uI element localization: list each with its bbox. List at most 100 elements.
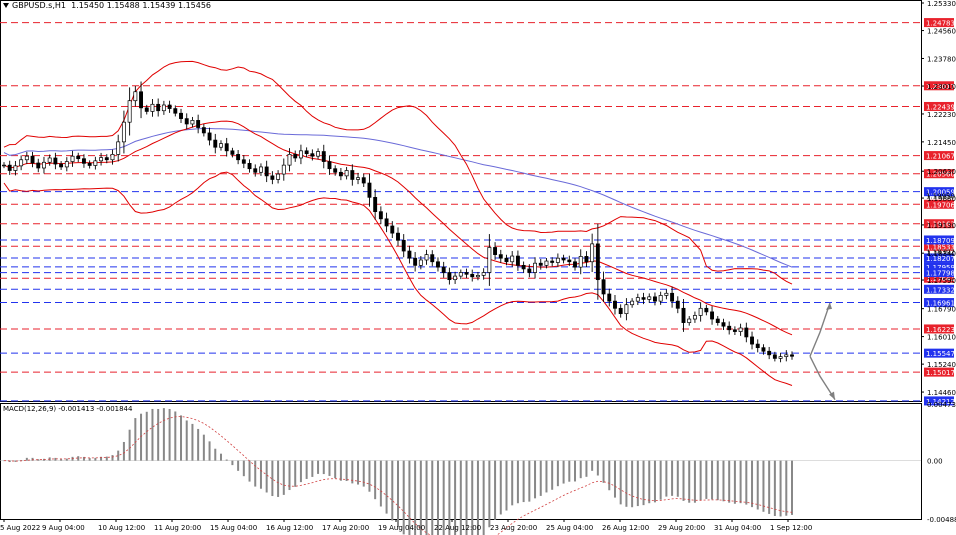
blue-level-4-label: 1.17798 xyxy=(926,270,955,278)
macd-bar xyxy=(682,460,685,501)
macd-bar xyxy=(733,460,736,504)
candle-body xyxy=(715,318,720,323)
candle-body xyxy=(721,322,726,327)
candle-body xyxy=(19,159,24,167)
candle-body xyxy=(333,168,338,173)
candle-body xyxy=(316,151,321,157)
candle-body xyxy=(87,162,92,166)
candle-body xyxy=(350,170,355,180)
blue-level-4-tag xyxy=(924,268,954,278)
candle-body xyxy=(498,254,503,259)
candle-body xyxy=(447,272,452,281)
macd-bar xyxy=(739,460,742,504)
macd-bar xyxy=(31,457,34,461)
macd-bar xyxy=(613,460,616,498)
y-tick-12: 1.16010 xyxy=(927,334,956,342)
macd-bar xyxy=(391,460,394,521)
macd-bar xyxy=(191,423,194,461)
macd-bar xyxy=(779,460,782,517)
candle-body xyxy=(470,273,475,278)
blue-level-0-tag xyxy=(924,187,954,197)
red-level-6-label: 1.19163 xyxy=(926,221,955,229)
candle-body xyxy=(738,327,743,332)
candle-body xyxy=(613,300,617,309)
macd-bar xyxy=(397,460,399,528)
candle-body xyxy=(338,171,343,177)
macd-bar xyxy=(579,460,582,479)
red-level-7-tag xyxy=(924,241,954,251)
macd-bar xyxy=(54,457,57,461)
macd-bar xyxy=(94,457,97,461)
candle-body xyxy=(430,254,435,263)
macd-bar xyxy=(88,458,91,461)
macd-bar xyxy=(317,460,320,474)
macd-bar xyxy=(585,460,588,477)
candle-body xyxy=(259,166,263,173)
red-level-3-tag xyxy=(924,151,954,161)
macd-bar xyxy=(488,460,491,528)
macd-bar xyxy=(482,460,485,535)
candle-body xyxy=(504,257,509,263)
candle-body xyxy=(687,318,692,323)
macd-bar xyxy=(174,411,177,461)
macd-bar xyxy=(168,408,171,461)
macd-bar xyxy=(105,456,108,461)
candle-body xyxy=(778,356,783,359)
candle-body xyxy=(287,154,292,166)
candle-body xyxy=(647,296,652,300)
candle-body xyxy=(790,354,794,357)
x-tick-11: 26 Aug 12:00 xyxy=(602,524,649,532)
candle-body xyxy=(424,254,429,261)
candle-body xyxy=(144,107,149,112)
macd-bar xyxy=(339,460,342,481)
red-level-1-tag xyxy=(924,81,954,91)
blue-level-6-label: 1.16961 xyxy=(926,300,955,308)
x-tick-12: 29 Aug 20:00 xyxy=(658,524,705,532)
macd-bar xyxy=(648,460,651,504)
candle-body xyxy=(664,292,669,296)
macd-bar xyxy=(688,460,691,503)
macd-bar xyxy=(368,460,371,492)
candle-body xyxy=(219,143,223,148)
candle-body xyxy=(42,161,46,169)
blue-level-5-label: 1.17332 xyxy=(926,286,955,294)
candle-body xyxy=(179,112,183,119)
macd-bar xyxy=(476,460,479,535)
dropdown-triangle-icon[interactable] xyxy=(3,3,9,8)
macd-bar xyxy=(60,459,63,461)
blue-level-3-tag xyxy=(924,262,954,272)
macd-bar xyxy=(265,460,268,493)
candle-body xyxy=(36,162,41,169)
macd-bar xyxy=(522,460,525,503)
macd-bar xyxy=(653,460,656,503)
candle-body xyxy=(139,91,143,109)
candle-body xyxy=(396,232,400,241)
candle-body xyxy=(361,177,366,184)
macd-bar xyxy=(288,460,291,491)
macd-y-tick-0: 0.004738 xyxy=(927,401,956,409)
red-level-6-tag xyxy=(924,219,954,229)
macd-bar xyxy=(254,460,257,487)
moving-average-line xyxy=(3,128,793,268)
candle-body xyxy=(104,157,109,161)
red-level-8-label: 1.17641 xyxy=(926,275,955,283)
candle-body xyxy=(384,218,389,227)
candle-body xyxy=(784,354,789,357)
y-tick-0: 1.25330 xyxy=(927,0,956,8)
candle-body xyxy=(81,158,86,164)
macd-bar xyxy=(619,460,622,505)
candle-body xyxy=(550,260,555,263)
macd-label: MACD(12,26,9) -0.001413 -0.001844 xyxy=(3,405,133,413)
macd-bar xyxy=(305,460,308,479)
macd-bar xyxy=(225,459,228,461)
macd-bar xyxy=(551,460,554,490)
macd-bar xyxy=(322,460,325,475)
candle-body xyxy=(224,143,229,152)
candle-body xyxy=(544,260,549,266)
candle-body xyxy=(555,257,560,263)
macd-bar xyxy=(545,460,548,493)
macd-bar xyxy=(785,460,788,516)
macd-y-tick-1: 0.00 xyxy=(927,458,943,466)
red-level-9-label: 1.16223 xyxy=(926,326,955,334)
